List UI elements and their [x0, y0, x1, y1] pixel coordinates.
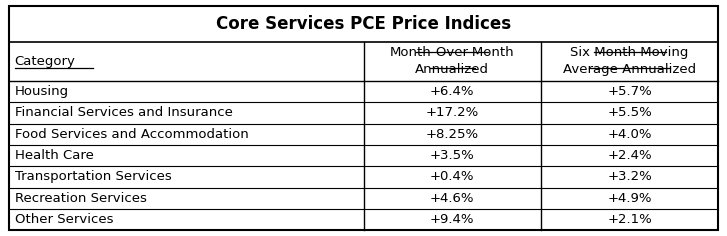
Text: Six Month Moving
Average Annualized: Six Month Moving Average Annualized	[563, 46, 696, 76]
Text: +8.25%: +8.25%	[425, 128, 479, 141]
Text: Month-Over-Month
Annualized: Month-Over-Month Annualized	[390, 46, 515, 76]
Text: +3.2%: +3.2%	[607, 170, 652, 183]
Text: Other Services: Other Services	[15, 213, 113, 226]
Text: +2.4%: +2.4%	[607, 149, 652, 162]
Text: +6.4%: +6.4%	[430, 85, 475, 98]
Text: +9.4%: +9.4%	[430, 213, 475, 226]
Text: +0.4%: +0.4%	[430, 170, 475, 183]
Text: Recreation Services: Recreation Services	[15, 192, 146, 205]
Text: Transportation Services: Transportation Services	[15, 170, 172, 183]
Text: Housing: Housing	[15, 85, 68, 98]
Text: Health Care: Health Care	[15, 149, 93, 162]
Text: +3.5%: +3.5%	[430, 149, 475, 162]
Text: Category: Category	[15, 55, 76, 68]
Text: Financial Services and Insurance: Financial Services and Insurance	[15, 106, 233, 119]
Text: +5.7%: +5.7%	[607, 85, 652, 98]
Text: Food Services and Accommodation: Food Services and Accommodation	[15, 128, 249, 141]
Text: +4.0%: +4.0%	[607, 128, 652, 141]
Text: +5.5%: +5.5%	[607, 106, 652, 119]
Text: +4.9%: +4.9%	[607, 192, 652, 205]
Text: +17.2%: +17.2%	[425, 106, 479, 119]
Text: +4.6%: +4.6%	[430, 192, 475, 205]
Text: +2.1%: +2.1%	[607, 213, 652, 226]
Text: Core Services PCE Price Indices: Core Services PCE Price Indices	[216, 15, 511, 33]
